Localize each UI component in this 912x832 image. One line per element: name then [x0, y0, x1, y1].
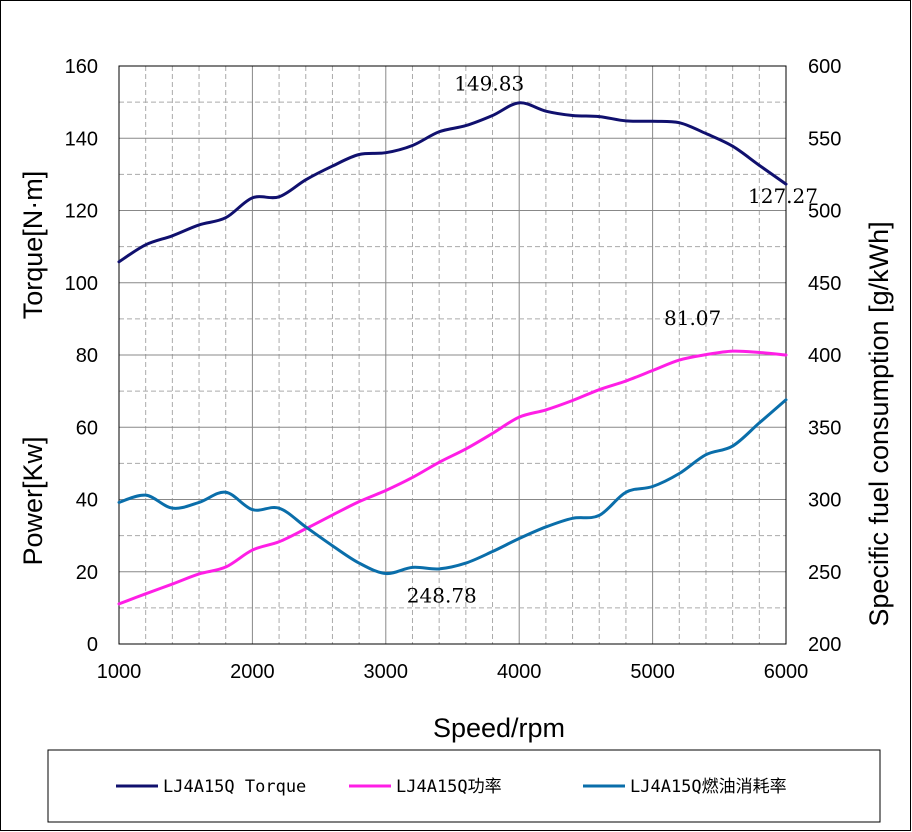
x-tick-label: 5000 [630, 661, 675, 683]
left-axis-title-power: Power[Kw] [18, 436, 48, 565]
left-axis-title-torque: Torque[N·m] [18, 171, 48, 320]
legend: LJ4A15Q Torque LJ4A15Q功率 LJ4A15Q燃油消耗率 [47, 749, 881, 823]
right-tick-label: 350 [808, 417, 841, 439]
right-axis-title: Specific fuel consumption [g/kWh] [864, 221, 894, 626]
data-label: 149.83 [454, 72, 524, 96]
left-tick-label: 100 [65, 273, 98, 295]
legend-label-power: LJ4A15Q功率 [396, 777, 502, 797]
series-line-torque [117, 101, 788, 264]
legend-label-torque: LJ4A15Q Torque [163, 777, 306, 797]
data-labels: 149.83 127.27 81.07 248.78 [407, 72, 818, 608]
legend-item-fuel: LJ4A15Q燃油消耗率 [583, 777, 787, 797]
x-tick-label: 1000 [97, 661, 142, 683]
data-label: 81.07 [664, 306, 721, 330]
x-tick-label: 4000 [497, 661, 542, 683]
right-tick-label: 550 [808, 128, 841, 150]
legend-box [47, 749, 881, 823]
right-tick-label: 400 [808, 345, 841, 367]
data-label: 248.78 [407, 584, 477, 608]
series-line-power [117, 349, 788, 606]
left-tick-label: 60 [76, 417, 98, 439]
right-axis-ticks: 200 250 300 350 400 450 500 550 600 [808, 56, 841, 656]
legend-label-fuel: LJ4A15Q燃油消耗率 [630, 777, 787, 797]
left-tick-label: 0 [87, 634, 98, 656]
right-tick-label: 500 [808, 201, 841, 223]
x-tick-label: 3000 [364, 661, 409, 683]
data-label: 127.27 [748, 184, 818, 208]
legend-item-torque: LJ4A15Q Torque [116, 777, 306, 797]
x-tick-label: 6000 [764, 661, 809, 683]
left-tick-label: 80 [76, 345, 98, 367]
series-line-fuel-consumption [117, 398, 788, 576]
right-tick-label: 450 [808, 273, 841, 295]
left-tick-label: 20 [76, 562, 98, 584]
left-tick-label: 40 [76, 490, 98, 512]
right-tick-label: 300 [808, 490, 841, 512]
x-tick-label: 2000 [230, 661, 275, 683]
left-axis-ticks: 0 20 40 60 80 100 120 140 160 [65, 56, 98, 656]
right-tick-label: 200 [808, 634, 841, 656]
series-lines [117, 101, 788, 606]
right-tick-label: 600 [808, 56, 841, 78]
left-tick-label: 120 [65, 201, 98, 223]
legend-item-power: LJ4A15Q功率 [349, 777, 502, 797]
x-axis-ticks: 1000 2000 3000 4000 5000 6000 [97, 661, 809, 683]
x-axis-title: Speed/rpm [433, 713, 565, 743]
grid [119, 66, 786, 644]
left-tick-label: 140 [65, 128, 98, 150]
left-tick-label: 160 [65, 56, 98, 78]
right-tick-label: 250 [808, 562, 841, 584]
